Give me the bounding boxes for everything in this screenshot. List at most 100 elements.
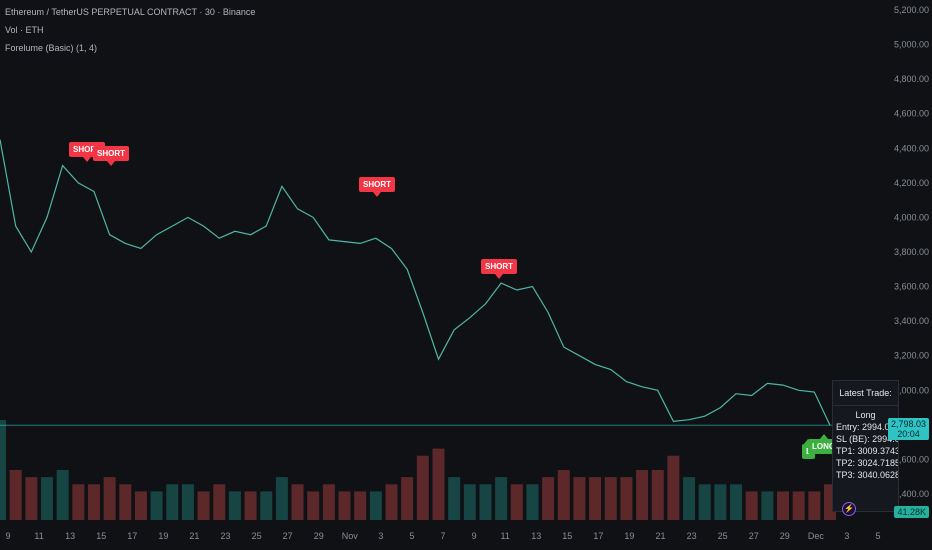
volume-bars: [0, 420, 836, 520]
time-tick-label: 29: [780, 531, 790, 541]
trade-direction: Long: [855, 410, 876, 420]
volume-bar: [526, 484, 539, 520]
volume-bar: [338, 491, 351, 520]
price-tick-label: 4,400.00: [894, 143, 929, 153]
volume-bar: [150, 491, 163, 520]
volume-bar: [730, 484, 743, 520]
time-tick-label: 25: [718, 531, 728, 541]
volume-bar: [72, 484, 85, 520]
volume-bar: [416, 455, 429, 520]
trade-tp3: TP3: 3040.0628 √: [836, 470, 899, 480]
volume-bar: [636, 470, 649, 520]
volume-bar: [589, 477, 602, 520]
time-tick-label: 17: [127, 531, 137, 541]
volume-bar: [714, 484, 727, 520]
volume-bar: [761, 491, 774, 520]
volume-bar: [228, 491, 241, 520]
price-axis[interactable]: 5,200.00 5,000.00 4,800.00 4,600.00 4,400.00…: [894, 5, 929, 499]
time-tick-label: 27: [283, 531, 293, 541]
volume-bar: [197, 491, 210, 520]
time-tick-label: 11: [34, 531, 43, 541]
volume-value-tag: 41.28K: [894, 506, 929, 518]
volume-bar: [573, 477, 586, 520]
price-tick-label: 2,400.00: [894, 489, 929, 499]
indicator-legend[interactable]: Forelume (Basic) (1, 4): [5, 43, 97, 53]
time-tick-label: 13: [65, 531, 75, 541]
price-tick-label: 3,800.00: [894, 247, 929, 257]
price-tick-label: 3,200.00: [894, 351, 929, 361]
time-tick-label: 19: [158, 531, 168, 541]
time-tick-label: 15: [562, 531, 572, 541]
time-tick-label: 9: [472, 531, 477, 541]
indicator-params: (1, 4): [76, 43, 98, 53]
long-signal-label: LONG: [808, 434, 840, 454]
volume-bar: [166, 484, 179, 520]
time-tick-label: 5: [409, 531, 414, 541]
time-tick-label: 25: [252, 531, 262, 541]
volume-bar: [87, 484, 100, 520]
volume-bar: [620, 477, 633, 520]
volume-bar: [792, 491, 805, 520]
time-tick-label: 29: [314, 531, 324, 541]
lightning-icon[interactable]: ⚡: [842, 502, 856, 516]
volume-bar: [401, 477, 414, 520]
trade-panel-title: Latest Trade:: [833, 381, 898, 406]
bar-countdown: 20:04: [897, 429, 920, 439]
volume-bar: [683, 477, 696, 520]
volume-bar: [698, 484, 711, 520]
volume-bar: [479, 484, 492, 520]
volume-bar: [134, 491, 147, 520]
time-tick-label: 19: [624, 531, 634, 541]
volume-bar: [307, 491, 320, 520]
volume-bar: [777, 491, 790, 520]
price-tick-label: 3,400.00: [894, 316, 929, 326]
volume-bar: [213, 484, 226, 520]
time-tick-label: 15: [96, 531, 106, 541]
volume-bar: [510, 484, 523, 520]
volume-bar: [103, 477, 116, 520]
price-tick-label: 4,200.00: [894, 178, 929, 188]
volume-bar: [667, 455, 680, 520]
volume-bar: [244, 491, 257, 520]
time-tick-label: Nov: [342, 531, 359, 541]
trade-entry: Entry: 2994.03: [836, 422, 895, 432]
time-tick-label: 21: [655, 531, 665, 541]
price-tick-label: 3,600.00: [894, 282, 929, 292]
trade-tp1: TP1: 3009.3743 √: [836, 446, 899, 456]
time-tick-label: Dec: [808, 531, 825, 541]
volume-bar: [181, 484, 194, 520]
time-tick-label: 3: [378, 531, 383, 541]
price-series-line: [0, 139, 831, 426]
short-signal-label: SHORT: [359, 177, 395, 197]
volume-bar: [0, 420, 6, 520]
time-tick-label: 27: [749, 531, 759, 541]
latest-trade-panel: Latest Trade: Long Entry: 2994.03 SL (BE…: [832, 380, 899, 512]
time-tick-label: 9: [5, 531, 10, 541]
volume-bar: [369, 491, 382, 520]
volume-legend[interactable]: Vol · ETH: [5, 25, 44, 35]
volume-bar: [463, 484, 476, 520]
time-tick-label: 17: [593, 531, 603, 541]
volume-bar: [322, 484, 335, 520]
time-tick-label: 7: [440, 531, 445, 541]
indicator-name: Forelume (Basic): [5, 43, 74, 53]
time-tick-label: 13: [531, 531, 541, 541]
volume-bar: [495, 477, 508, 520]
short-signal-label: SHORT: [481, 259, 517, 279]
price-tick-label: 4,600.00: [894, 109, 929, 119]
volume-bar: [651, 470, 664, 520]
volume-bar: [745, 491, 758, 520]
time-tick-label: 11: [500, 531, 509, 541]
price-tick-label: 2,600.00: [894, 454, 929, 464]
price-tick-label: 5,000.00: [894, 40, 929, 50]
time-axis[interactable]: 9 11 13 15 17 19 21 23 25 27 29 Nov 3 5 7 9 11 13 15 17 19 21…: [5, 531, 880, 541]
volume-bar: [385, 484, 398, 520]
symbol-legend[interactable]: Ethereum / TetherUS PERPETUAL CONTRACT ·…: [5, 7, 256, 17]
volume-bar: [40, 477, 53, 520]
trade-tp2: TP2: 3024.7185 √: [836, 458, 899, 468]
price-tick-label: 4,000.00: [894, 212, 929, 222]
price-tick-label: 4,800.00: [894, 74, 929, 84]
volume-bar: [542, 477, 555, 520]
price-tick-label: 3,000.00: [894, 385, 929, 395]
